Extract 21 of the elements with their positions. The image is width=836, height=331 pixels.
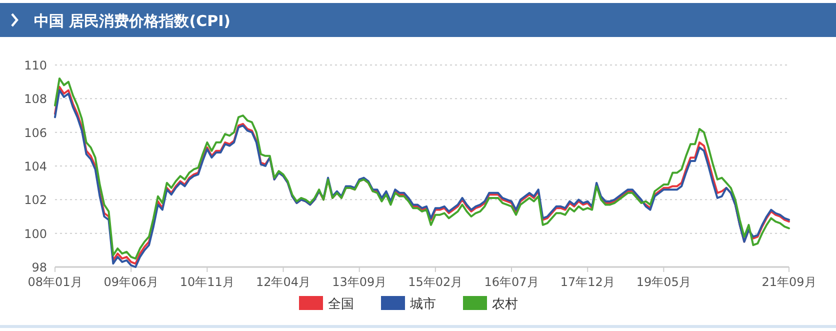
legend-label: 全国	[328, 297, 354, 312]
x-tick-label: 17年12月	[560, 275, 615, 289]
y-tick-label: 102	[24, 193, 47, 208]
y-tick-label: 98	[32, 260, 47, 274]
x-tick-label: 19年05月	[636, 275, 691, 289]
x-tick-label: 08年01月	[28, 275, 82, 289]
legend-label: 农村	[492, 297, 518, 312]
y-tick-label: 104	[24, 160, 47, 174]
x-tick-label: 12年04月	[256, 275, 311, 289]
y-tick-label: 110	[24, 58, 47, 72]
chart-title: 中国 居民消费价格指数(CPI)	[34, 12, 231, 30]
y-tick-label: 100	[24, 226, 47, 241]
x-tick-label: 16年07月	[484, 275, 539, 289]
x-tick-label: 10年11月	[180, 275, 234, 289]
x-tick-label: 09年06月	[104, 275, 158, 289]
y-tick-label: 108	[24, 92, 47, 106]
x-tick-label: 13年09月	[332, 275, 387, 289]
y-tick-label: 106	[24, 126, 47, 140]
legend-label: 城市	[409, 297, 436, 312]
x-tick-label: 15年02月	[408, 275, 463, 289]
x-tick-label: 21年09月	[762, 275, 816, 289]
